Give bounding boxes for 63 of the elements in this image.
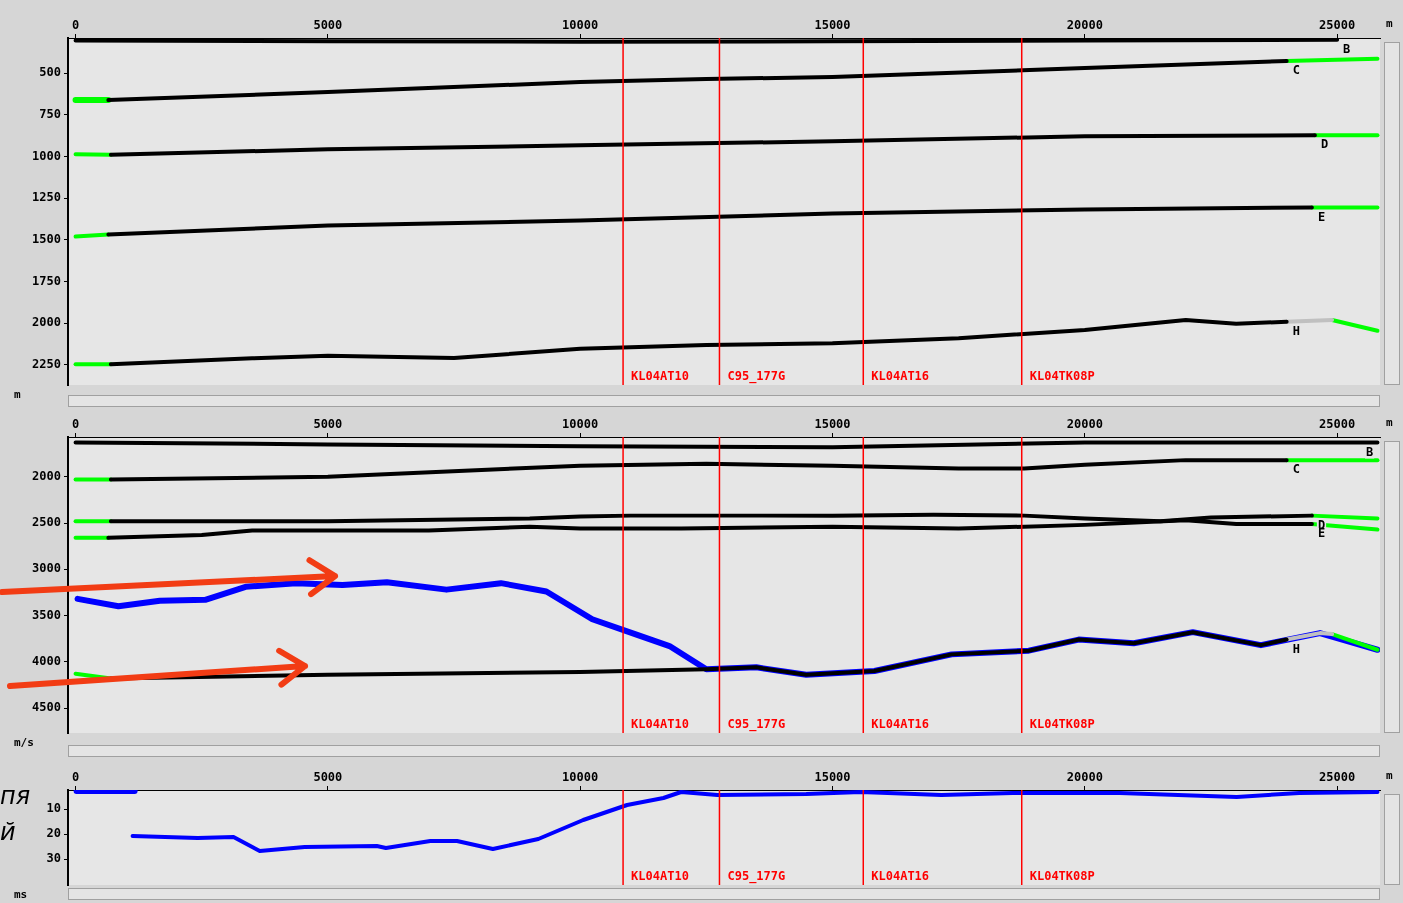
y-tick-label: 20	[46, 826, 61, 841]
x-tick-label: 0	[71, 416, 80, 431]
y-tick-label: 30	[46, 851, 61, 866]
series-label: H	[1292, 641, 1300, 656]
y-tick-label: 1250	[32, 190, 61, 205]
x-tick-label: 5000	[313, 769, 343, 784]
x-tick-label: 20000	[1066, 17, 1103, 32]
x-tick-label: 0	[71, 17, 80, 32]
ref-line-label: KL04AT16	[871, 717, 930, 732]
ref-line-label: KL04AT10	[631, 369, 689, 384]
series-label: E	[1317, 209, 1326, 224]
x-tick-label: 15000	[814, 416, 851, 431]
series-label: C	[1292, 462, 1300, 477]
x-axis-title: m	[1386, 16, 1393, 30]
ref-line-label: KL04AT16	[871, 369, 930, 384]
y-tick-label: 2000	[32, 468, 61, 483]
y-axis-title: ms	[14, 887, 28, 901]
x-tick-label: 0	[71, 769, 80, 784]
text: й	[0, 818, 16, 846]
series-label: D	[1320, 137, 1329, 152]
text: пя	[0, 782, 31, 810]
x-tick-label: 5000	[313, 17, 343, 32]
y-tick-label: 3500	[32, 607, 61, 622]
series-label: H	[1292, 323, 1300, 338]
x-tick-label: 5000	[313, 416, 343, 431]
ref-line-label: C95_177G	[727, 369, 786, 385]
x-tick-label: 20000	[1066, 416, 1103, 431]
y-tick-label: 4000	[32, 653, 61, 668]
legend-label: B	[1343, 41, 1351, 56]
y-tick-label: 2000	[32, 315, 61, 330]
x-tick-label: 25000	[1319, 17, 1356, 32]
y-tick-label: 2500	[32, 515, 61, 530]
ref-line-label: KL04TK08P	[1029, 369, 1095, 384]
x-tick-label: 25000	[1319, 769, 1356, 784]
x-tick-label: 10000	[562, 416, 599, 431]
y-tick-label: 1000	[32, 148, 61, 163]
y-tick-label: 1500	[32, 231, 61, 246]
x-tick-label: 10000	[562, 17, 599, 32]
series-label: B	[1366, 444, 1374, 459]
y-tick-label: 10	[46, 801, 61, 816]
ref-line-label: KL04AT10	[631, 717, 689, 732]
y-tick-label: 4500	[32, 700, 61, 715]
y-axis-title: m/s	[14, 735, 34, 749]
y-axis-title: m	[14, 387, 21, 401]
y-tick-label: 3000	[32, 561, 61, 576]
x-tick-label: 20000	[1066, 769, 1103, 784]
ref-line-label: KL04AT16	[871, 869, 930, 884]
x-tick-label: 15000	[814, 17, 851, 32]
y-tick-label: 2250	[32, 357, 61, 372]
ref-line-label: C95_177G	[727, 717, 786, 733]
ref-line-label: C95_177G	[727, 869, 786, 885]
ref-line-label: KL04TK08P	[1029, 717, 1095, 732]
y-tick-label: 500	[39, 65, 61, 80]
y-tick-label: 1750	[32, 273, 61, 288]
x-axis-title: m	[1386, 415, 1393, 429]
y-tick-label: 750	[39, 106, 61, 121]
x-tick-label: 10000	[562, 769, 599, 784]
series-label: C	[1292, 63, 1300, 78]
x-tick-label: 25000	[1319, 416, 1356, 431]
ref-line-label: KL04AT10	[631, 869, 689, 884]
ref-line-label: KL04TK08P	[1029, 869, 1095, 884]
x-tick-label: 15000	[814, 769, 851, 784]
x-axis-title: m	[1386, 768, 1393, 782]
